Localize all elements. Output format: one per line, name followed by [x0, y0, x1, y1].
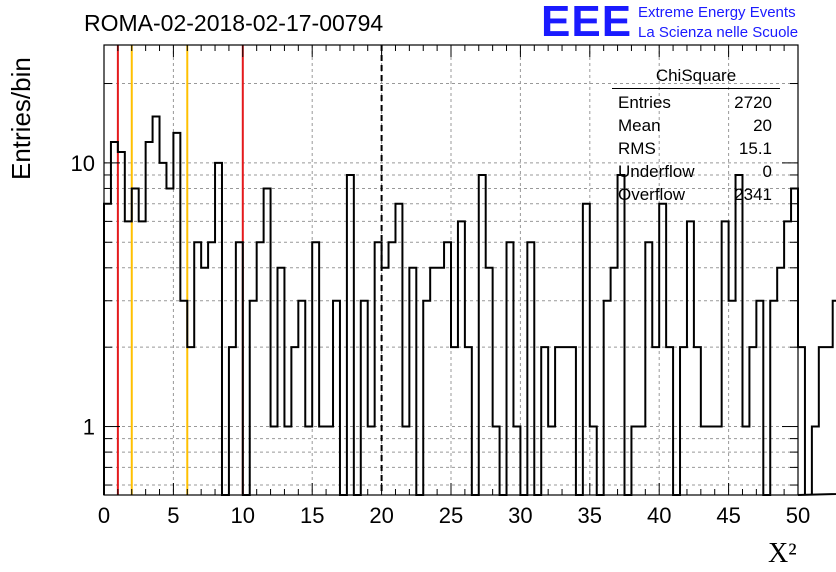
tick-labels: 0 5 10 15 20 25 30 35 40 45 50 1 10 [71, 151, 811, 528]
logo-line-2: La Scienza nelle Scuole [638, 24, 799, 41]
chart-title: ROMA-02-2018-02-17-00794 [84, 10, 384, 36]
x-tick-label: 40 [647, 503, 671, 528]
x-tick-label: 45 [716, 503, 740, 528]
stats-row-entries: Entries 2720 [612, 91, 780, 114]
stats-row-underflow: Underflow 0 [612, 160, 780, 183]
stats-value: 15.1 [738, 139, 772, 158]
histogram-series [103, 115, 836, 496]
stats-row-rms: RMS 15.1 [612, 137, 780, 160]
stats-value: 2341 [734, 185, 772, 204]
stats-value: 2720 [734, 93, 772, 112]
stats-row-mean: Mean 20 [612, 114, 780, 137]
y-axis-label: Entries/bin [6, 57, 36, 180]
y-tick-label: 10 [71, 151, 95, 176]
stats-box: ChiSquare Entries 2720 Mean 20 RMS 15.1 … [612, 64, 780, 206]
stats-value: 0 [762, 162, 772, 181]
logo-line-1: Extreme Energy Events [638, 4, 796, 21]
x-tick-label: 10 [231, 503, 255, 528]
x-tick-label: 30 [508, 503, 532, 528]
stats-row-overflow: Overflow 2341 [612, 183, 780, 206]
stats-label: RMS [618, 139, 656, 158]
stats-label: Overflow [618, 185, 686, 204]
y-tick-label: 1 [83, 415, 95, 440]
stats-value: 20 [753, 116, 772, 135]
stats-label: Underflow [618, 162, 695, 181]
x-tick-label: 25 [439, 503, 463, 528]
eee-logo: EEE [541, 0, 633, 46]
x-axis-label: X² [768, 538, 797, 569]
x-tick-label: 35 [578, 503, 602, 528]
stats-label: Entries [618, 93, 671, 112]
x-tick-label: 20 [369, 503, 393, 528]
x-tick-label: 0 [98, 503, 110, 528]
x-tick-label: 5 [167, 503, 179, 528]
x-tick-label: 50 [786, 503, 810, 528]
x-tick-label: 15 [300, 503, 324, 528]
stats-title: ChiSquare [612, 64, 780, 89]
axis-ticks [103, 45, 799, 495]
stats-label: Mean [618, 116, 661, 135]
